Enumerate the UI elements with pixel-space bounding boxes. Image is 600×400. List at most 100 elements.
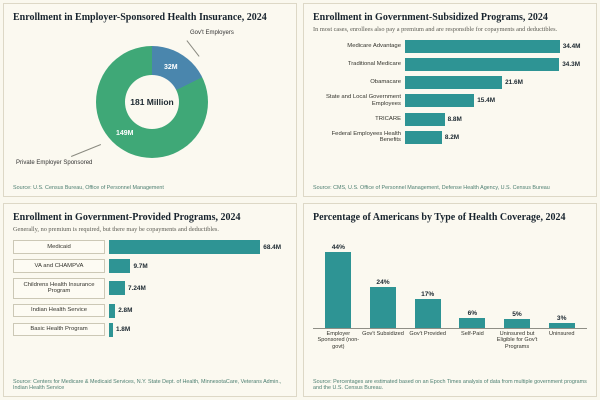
bar-track: 68.4M xyxy=(109,240,287,254)
bar-track: 9.7M xyxy=(109,259,287,273)
panel-title: Percentage of Americans by Type of Healt… xyxy=(313,212,566,223)
bar-category-label: Childrens Health Insurance Program xyxy=(13,278,105,299)
panel-employer-sponsored: Enrollment in Employer-Sponsored Health … xyxy=(3,3,297,197)
bar-row: Obamacare 21.6M xyxy=(313,76,587,89)
bar xyxy=(109,322,113,337)
bar xyxy=(405,58,560,71)
bar xyxy=(405,112,445,126)
panel-title: Enrollment in Government-Provided Progra… xyxy=(13,212,241,223)
bar-category-label: Traditional Medicare xyxy=(347,61,401,68)
bar-chart-category-labels: Employer Sponsored (non-govt) Gov't Subsi… xyxy=(313,331,587,350)
bar-track: 2.8M xyxy=(109,303,287,318)
bar xyxy=(325,252,352,328)
bar-chart: 44% 24% 17% 6% 5% 3% xyxy=(313,231,587,329)
bar-category-label: Obamacare xyxy=(370,79,401,86)
donut-center-label: 181 Million xyxy=(130,97,174,107)
leader-line xyxy=(186,40,200,57)
bar-track: 34.3M xyxy=(405,58,587,71)
bar-column: 44% xyxy=(316,244,361,328)
bar-value-label: 8.2M xyxy=(444,133,460,141)
bar xyxy=(109,303,116,318)
slice-category-label: Gov't Employers xyxy=(190,30,234,36)
bar-row: Medicare Advantage 34.4M xyxy=(313,40,587,53)
bar-value-label: 7.24M xyxy=(128,284,146,292)
bar-track: 8.8M xyxy=(405,112,587,126)
bar xyxy=(405,130,442,144)
bar-category-label: Uninsured but Eligible for Gov't Program… xyxy=(496,331,538,350)
bar-value-label: 68.4M xyxy=(263,243,282,251)
bar-row: Medicaid 68.4M xyxy=(13,240,287,254)
bar-category-label: Gov't Provided xyxy=(409,331,446,337)
panel-government-subsidized: Enrollment in Government-Subsidized Prog… xyxy=(303,3,597,197)
bar-category-label: State and Local Government Employees xyxy=(326,94,401,107)
bar-track: 1.8M xyxy=(109,322,287,337)
bar-row: Basic Health Program 1.8M xyxy=(13,322,287,337)
bar-chart: Medicaid 68.4M VA and CHAMPVA 9.7M Childrens… xyxy=(13,240,287,337)
bar-category-label: Indian Health Service xyxy=(13,303,105,318)
bar xyxy=(109,259,131,273)
bar-row: VA and CHAMPVA 9.7M xyxy=(13,259,287,273)
bar-value-label: 34.3M xyxy=(562,61,581,68)
bar-value-label: 24% xyxy=(376,278,390,286)
bar-category-label: Self-Paid xyxy=(461,331,484,337)
bar xyxy=(414,298,441,328)
bar-track: 34.4M xyxy=(405,40,587,53)
bar-category-label: Medicare Advantage xyxy=(347,43,401,50)
bar-category-label: Employer Sponsored (non-govt) xyxy=(317,331,360,350)
panel-subtitle: Generally, no premium is required, but t… xyxy=(13,226,219,233)
bar xyxy=(109,281,125,296)
bar-value-label: 2.8M xyxy=(118,307,133,315)
panel-title: Enrollment in Employer-Sponsored Health … xyxy=(13,12,267,23)
bar-category-label: Gov't Subsidized xyxy=(362,331,404,337)
bar-value-label: 1.8M xyxy=(115,326,131,334)
bar-value-label: 5% xyxy=(512,311,522,319)
bar-value-label: 34.4M xyxy=(562,43,581,50)
slice-value-label: 149M xyxy=(116,130,134,137)
bar xyxy=(405,76,503,89)
source-note: Source: U.S. Census Bureau, Office of Pe… xyxy=(13,185,164,192)
bar-column: 17% xyxy=(405,291,450,328)
panel-title: Enrollment in Government-Subsidized Prog… xyxy=(313,12,548,23)
bar-category-label: Uninsured xyxy=(548,331,575,337)
bar-track: 7.24M xyxy=(109,281,287,296)
panel-coverage-percentage: Percentage of Americans by Type of Healt… xyxy=(303,203,597,397)
bar-value-label: 8.8M xyxy=(447,115,462,123)
bar-column: 6% xyxy=(450,310,495,328)
bar-value-label: 17% xyxy=(421,290,435,298)
bar-chart: Medicare Advantage 34.4M Traditional Medic… xyxy=(313,40,587,144)
bar-track: 21.6M xyxy=(405,76,587,89)
bar-column: 24% xyxy=(361,279,406,328)
bar-row: Federal Employees Health Benefits 8.2M xyxy=(313,131,587,145)
bar-value-label: 21.6M xyxy=(505,79,523,86)
bar-track: 15.4M xyxy=(405,94,587,108)
slice-category-label: Private Employer Sponsored xyxy=(16,160,93,166)
panel-government-provided: Enrollment in Government-Provided Progra… xyxy=(3,203,297,397)
bar-column: 5% xyxy=(495,311,540,328)
leader-line xyxy=(70,144,102,157)
bar-category-label: TRICARE xyxy=(375,115,401,122)
bar-row: TRICARE 8.8M xyxy=(313,112,587,126)
source-note: Source: CMS, U.S. Office of Personnel Ma… xyxy=(313,185,550,192)
bar-row: State and Local Government Employees 15.4… xyxy=(313,94,587,108)
bar-row: Childrens Health Insurance Program 7.24M xyxy=(13,278,287,299)
source-note: Source: Percentages are estimated based … xyxy=(313,378,587,392)
source-note: Source: Centers for Medicare & Medicaid … xyxy=(13,378,282,392)
bar-row: Indian Health Service 2.8M xyxy=(13,303,287,318)
panel-subtitle: In most cases, enrollees also pay a prem… xyxy=(313,26,558,33)
bar xyxy=(459,317,486,328)
bar xyxy=(370,286,396,328)
bar xyxy=(405,40,560,53)
bar-value-label: 9.7M xyxy=(133,262,148,270)
slice-value-label: 32M xyxy=(164,64,178,71)
bar-value-label: 3% xyxy=(556,314,567,322)
bar xyxy=(548,322,575,328)
bar-value-label: 6% xyxy=(467,309,478,317)
donut-hole: 181 Million xyxy=(125,75,179,129)
bar-value-label: 44% xyxy=(331,244,345,251)
bar xyxy=(109,240,261,254)
bar-value-label: 15.4M xyxy=(477,97,496,105)
bar xyxy=(405,94,475,108)
bar xyxy=(504,319,531,328)
bar-row: Traditional Medicare 34.3M xyxy=(313,58,587,71)
